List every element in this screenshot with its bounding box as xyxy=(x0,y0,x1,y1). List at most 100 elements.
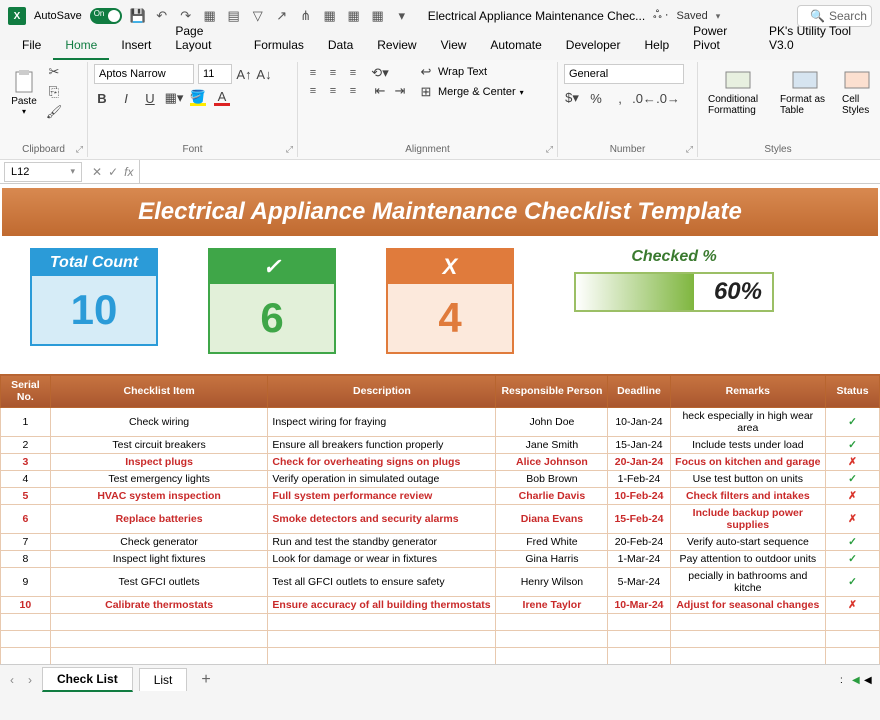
table-cell[interactable] xyxy=(496,631,608,648)
table-cell[interactable] xyxy=(608,614,670,631)
table-cell[interactable]: 5 xyxy=(1,488,51,505)
worksheet[interactable]: Electrical Appliance Maintenance Checkli… xyxy=(0,184,880,664)
table-cell[interactable]: 1-Mar-24 xyxy=(608,551,670,568)
table-cell[interactable]: Check for overheating signs on plugs xyxy=(268,454,496,471)
status-cell[interactable]: ✓ xyxy=(826,568,880,597)
table-header[interactable]: Status xyxy=(826,375,880,408)
percent-icon[interactable]: % xyxy=(588,90,604,106)
qat-icon[interactable]: ▦ xyxy=(346,8,362,24)
decrease-indent-icon[interactable]: ⇤ xyxy=(372,83,388,99)
qat-icon[interactable]: ▽ xyxy=(250,8,266,24)
table-cell[interactable]: Check wiring xyxy=(50,408,268,437)
table-cell[interactable]: Look for damage or wear in fixtures xyxy=(268,551,496,568)
table-row[interactable]: 6Replace batteriesSmoke detectors and se… xyxy=(1,505,880,534)
table-cell[interactable]: Pay attention to outdoor units xyxy=(670,551,825,568)
italic-button[interactable]: I xyxy=(118,90,134,106)
table-cell[interactable]: Ensure all breakers function properly xyxy=(268,437,496,454)
table-cell[interactable]: Gina Harris xyxy=(496,551,608,568)
dialog-launcher-icon[interactable]: ⤢ xyxy=(686,144,693,155)
table-cell[interactable]: Test emergency lights xyxy=(50,471,268,488)
table-cell[interactable]: Full system performance review xyxy=(268,488,496,505)
cancel-icon[interactable]: ✕ xyxy=(92,165,102,179)
table-row[interactable]: 9Test GFCI outletsTest all GFCI outlets … xyxy=(1,568,880,597)
table-row[interactable] xyxy=(1,648,880,665)
currency-icon[interactable]: $▾ xyxy=(564,90,580,106)
table-cell[interactable] xyxy=(608,631,670,648)
tab-data[interactable]: Data xyxy=(316,32,365,60)
number-format-select[interactable] xyxy=(564,64,684,84)
table-cell[interactable]: 6 xyxy=(1,505,51,534)
table-cell[interactable]: pecially in bathrooms and kitche xyxy=(670,568,825,597)
table-cell[interactable]: Replace batteries xyxy=(50,505,268,534)
format-as-table-button[interactable]: Format as Table xyxy=(776,64,834,118)
table-cell[interactable] xyxy=(826,614,880,631)
align-bottom-icon[interactable]: ≡ xyxy=(344,65,362,81)
table-cell[interactable]: Verify operation in simulated outage xyxy=(268,471,496,488)
table-cell[interactable]: HVAC system inspection xyxy=(50,488,268,505)
table-row[interactable]: 10Calibrate thermostatsEnsure accuracy o… xyxy=(1,597,880,614)
status-cell[interactable]: ✗ xyxy=(826,488,880,505)
table-cell[interactable]: 10 xyxy=(1,597,51,614)
tab-help[interactable]: Help xyxy=(632,32,681,60)
tab-view[interactable]: View xyxy=(429,32,479,60)
table-cell[interactable]: Check filters and intakes xyxy=(670,488,825,505)
conditional-formatting-button[interactable]: Conditional Formatting xyxy=(704,64,772,118)
table-cell[interactable] xyxy=(1,648,51,665)
table-cell[interactable]: 10-Mar-24 xyxy=(608,597,670,614)
align-middle-icon[interactable]: ≡ xyxy=(324,65,342,81)
underline-button[interactable]: U xyxy=(142,90,158,106)
align-right-icon[interactable]: ≡ xyxy=(344,83,362,99)
table-cell[interactable]: John Doe xyxy=(496,408,608,437)
save-icon[interactable]: 💾 xyxy=(130,8,146,24)
table-cell[interactable] xyxy=(670,631,825,648)
table-cell[interactable]: Jane Smith xyxy=(496,437,608,454)
table-cell[interactable]: Henry Wilson xyxy=(496,568,608,597)
table-header[interactable]: Deadline xyxy=(608,375,670,408)
align-left-icon[interactable]: ≡ xyxy=(304,83,322,99)
table-cell[interactable]: Ensure accuracy of all building thermost… xyxy=(268,597,496,614)
table-cell[interactable]: Charlie Davis xyxy=(496,488,608,505)
qat-icon[interactable]: ▦ xyxy=(322,8,338,24)
table-cell[interactable]: 7 xyxy=(1,534,51,551)
tab-home[interactable]: Home xyxy=(53,32,109,60)
table-header[interactable]: Description xyxy=(268,375,496,408)
borders-icon[interactable]: ▦▾ xyxy=(166,90,182,106)
table-cell[interactable] xyxy=(670,648,825,665)
table-cell[interactable]: Focus on kitchen and garage xyxy=(670,454,825,471)
qat-icon[interactable]: ↗ xyxy=(274,8,290,24)
tab-insert[interactable]: Insert xyxy=(109,32,163,60)
table-row[interactable] xyxy=(1,631,880,648)
table-cell[interactable] xyxy=(50,614,268,631)
table-cell[interactable]: Run and test the standby generator xyxy=(268,534,496,551)
paste-button[interactable]: Paste ▾ xyxy=(6,66,42,118)
table-cell[interactable]: Inspect light fixtures xyxy=(50,551,268,568)
cut-icon[interactable]: ✂ xyxy=(46,64,62,80)
increase-decimal-icon[interactable]: .0← xyxy=(636,90,652,106)
table-cell[interactable] xyxy=(268,614,496,631)
font-family-select[interactable] xyxy=(94,64,194,84)
table-cell[interactable]: Fred White xyxy=(496,534,608,551)
next-sheet-icon[interactable]: › xyxy=(24,673,36,687)
table-cell[interactable]: Adjust for seasonal changes xyxy=(670,597,825,614)
table-header[interactable]: Remarks xyxy=(670,375,825,408)
table-header[interactable]: Serial No. xyxy=(1,375,51,408)
decrease-decimal-icon[interactable]: .0→ xyxy=(660,90,676,106)
table-cell[interactable]: 1 xyxy=(1,408,51,437)
dialog-launcher-icon[interactable]: ⤢ xyxy=(76,144,83,155)
table-cell[interactable]: 20-Jan-24 xyxy=(608,454,670,471)
table-cell[interactable] xyxy=(268,631,496,648)
table-row[interactable]: 3Inspect plugsCheck for overheating sign… xyxy=(1,454,880,471)
tab-pk-utility[interactable]: PK's Utility Tool V3.0 xyxy=(757,18,870,60)
table-cell[interactable]: 10-Feb-24 xyxy=(608,488,670,505)
table-cell[interactable] xyxy=(50,648,268,665)
increase-font-icon[interactable]: A↑ xyxy=(236,66,252,82)
status-cell[interactable]: ✗ xyxy=(826,597,880,614)
table-cell[interactable]: 15-Jan-24 xyxy=(608,437,670,454)
decrease-font-icon[interactable]: A↓ xyxy=(256,66,272,82)
tab-power-pivot[interactable]: Power Pivot xyxy=(681,18,757,60)
qat-icon[interactable]: ⋔ xyxy=(298,8,314,24)
table-cell[interactable]: Inspect plugs xyxy=(50,454,268,471)
tab-formulas[interactable]: Formulas xyxy=(242,32,316,60)
qat-dropdown-icon[interactable]: ▾ xyxy=(394,8,410,24)
share-icon[interactable]: ஃ · xyxy=(653,9,668,23)
